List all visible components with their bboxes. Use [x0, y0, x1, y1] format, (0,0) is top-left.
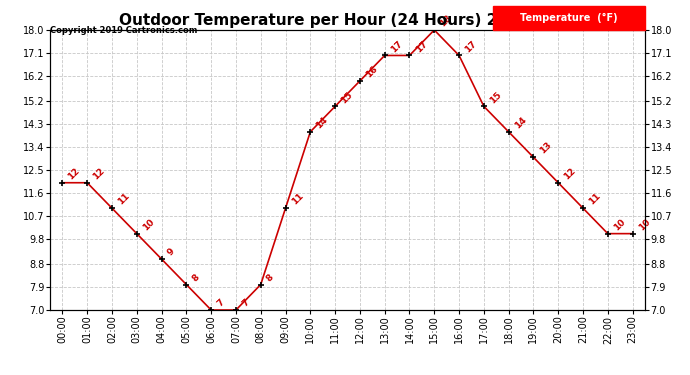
Text: 12: 12 — [66, 166, 82, 182]
Text: 11: 11 — [116, 192, 131, 207]
Text: 15: 15 — [488, 90, 503, 105]
Text: 14: 14 — [513, 115, 528, 130]
Text: 8: 8 — [190, 272, 201, 283]
Text: 15: 15 — [339, 90, 355, 105]
Text: 7: 7 — [240, 298, 251, 309]
Text: 12: 12 — [562, 166, 578, 182]
Text: 16: 16 — [364, 64, 380, 80]
Text: 13: 13 — [538, 141, 553, 156]
Text: 11: 11 — [587, 192, 602, 207]
Text: 17: 17 — [389, 39, 404, 54]
Text: 17: 17 — [413, 39, 429, 54]
Text: 9: 9 — [166, 247, 177, 258]
Text: 18: 18 — [438, 13, 453, 28]
Text: Outdoor Temperature per Hour (24 Hours) 20191112: Outdoor Temperature per Hour (24 Hours) … — [119, 13, 571, 28]
Text: Copyright 2019 Cartronics.com: Copyright 2019 Cartronics.com — [50, 26, 197, 35]
Text: 10: 10 — [141, 217, 156, 232]
Text: 14: 14 — [315, 115, 330, 130]
Text: 11: 11 — [290, 192, 305, 207]
Text: 10: 10 — [612, 217, 627, 232]
Text: 8: 8 — [265, 272, 276, 283]
Text: 17: 17 — [463, 39, 479, 54]
Text: 12: 12 — [91, 166, 106, 182]
Text: 10: 10 — [637, 217, 652, 232]
Text: 7: 7 — [215, 298, 226, 309]
Text: Temperature  (°F): Temperature (°F) — [520, 13, 618, 23]
